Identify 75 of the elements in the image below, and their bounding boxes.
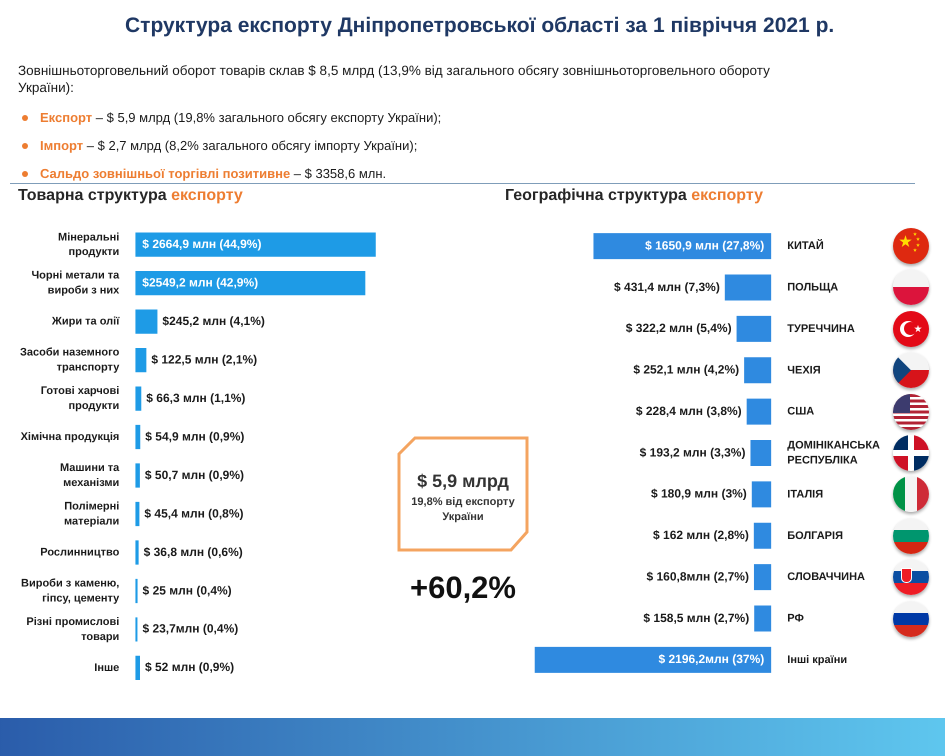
data-label: $ 1650,9 млн (27,8%)	[645, 238, 764, 252]
text: Зовнішньоторговельний оборот товарів склав $ 8,5 млрд (13,9% від загального обсягу зовнішньоторговельного обороту України):	[18, 62, 771, 96]
y-tick-label: ПОЛЬЩА	[787, 282, 838, 294]
y-tick-label: СЛОВАЧЧИНА	[787, 571, 866, 584]
y-tick-label: Інше	[94, 662, 120, 674]
bar	[135, 463, 140, 488]
bar	[752, 481, 772, 508]
bar	[135, 386, 142, 411]
text: $ 5,9 млрд	[416, 471, 510, 492]
y-tick-label: Мінеральні продукти	[58, 231, 120, 258]
bar	[135, 656, 140, 680]
y-tick-label: ТУРЕЧЧИНА	[787, 322, 855, 335]
bar	[744, 357, 772, 384]
data-label: $ 431,4 млн (7,3%)	[614, 280, 720, 294]
y-tick-label: КИТАЙ	[787, 239, 824, 252]
data-label: $ 162 млн (2,8%)	[653, 528, 749, 542]
data-label: $ 160,8млн (2,7%)	[646, 569, 749, 584]
data-label: $ 252,1 млн (4,2%)	[633, 362, 740, 377]
y-tick-label: ЧЕХІЯ	[787, 364, 821, 376]
y-tick-label: Жири та олії	[50, 316, 120, 328]
data-label: $ 158,5 млн (2,7%)	[643, 610, 750, 625]
bar	[534, 646, 772, 673]
y-tick-label: Різні промислові товари	[26, 616, 120, 643]
data-label: $ 45,4 млн (0,8%)	[144, 506, 244, 520]
y-tick-label: Вироби з каменю, гіпсу, цементу	[21, 578, 120, 604]
text: Імпорт – $ 2,7 млрд (8,2% загального обсягу імпорту України);	[40, 138, 418, 153]
bar	[135, 310, 158, 334]
data-label: $ 2664,9 млн (44,9%)	[142, 236, 262, 251]
bar	[736, 316, 772, 342]
bar	[135, 502, 140, 526]
y-tick-label: Хімічна продукція	[20, 431, 120, 444]
bar	[135, 232, 376, 257]
data-label: $ 193,2 млн (3,3%)	[640, 445, 746, 460]
data-label: $ 36,8 млн (0,6%)	[144, 544, 243, 559]
y-tick-label: Чорні метали та вироби з них	[31, 270, 120, 297]
chart-title: Географічна структура експорту	[505, 187, 763, 204]
y-tick-label: Полімерні матеріали	[64, 500, 120, 528]
data-label: $2549,2 млн (42,9%)	[142, 275, 258, 290]
bar	[750, 440, 772, 466]
y-tick-label: РФ	[787, 612, 804, 625]
data-label: $ 180,9 млн (3%)	[650, 486, 747, 501]
y-tick-label: БОЛГАРІЯ	[787, 530, 844, 542]
bar	[135, 271, 366, 296]
data-label: $ 322,2 млн (5,4%)	[626, 321, 732, 336]
text: +60,2%	[408, 570, 517, 606]
chart-title: Товарна структура експорту	[18, 187, 243, 204]
text: 19,8% від експорту України	[410, 495, 516, 525]
data-label: $ 52 млн (0,9%)	[145, 660, 234, 674]
y-tick-label: ІТАЛІЯ	[787, 488, 824, 500]
y-tick-label: Засоби наземного транспорту	[20, 346, 120, 374]
data-label: $ 228,4 млн (3,8%)	[636, 404, 742, 418]
data-label: $ 25 млн (0,4%)	[142, 583, 232, 598]
text: Сальдо зовнішньої торгівлі позитивне – $ 3358,6 млн.	[40, 166, 386, 181]
bar	[754, 522, 772, 549]
bar	[724, 274, 772, 301]
bar	[746, 398, 772, 425]
data-label: $ 23,7млн (0,4%)	[142, 622, 238, 636]
y-tick-label: ДОМІНІКАНСЬКА РЕСПУБЛІКА	[787, 440, 880, 466]
bar	[754, 605, 772, 632]
data-label: $ 54,9 млн (0,9%)	[145, 429, 244, 444]
data-label: $ 122,5 млн (2,1%)	[151, 352, 258, 366]
data-label: $ 50,7 млн (0,9%)	[144, 468, 244, 482]
y-tick-label: Інші країни	[787, 654, 848, 666]
bar	[135, 424, 140, 450]
bar	[135, 348, 146, 372]
y-tick-label: Машини та механізми	[60, 462, 120, 489]
text: Структура експорту Дніпропетровської області за 1 півріччя 2021 р.	[125, 14, 834, 38]
data-label: $245,2 млн (4,1%)	[162, 314, 265, 328]
y-tick-label: Готові харчові продукти	[40, 385, 120, 412]
text: Експорт – $ 5,9 млрд (19,8% загального обсягу експорту України);	[40, 110, 442, 125]
y-tick-label: Рослинництво	[40, 546, 120, 559]
y-tick-label: США	[787, 406, 814, 418]
data-label: $ 2196,2млн (37%)	[658, 652, 764, 666]
bar	[754, 564, 772, 590]
data-label: $ 66,3 млн (1,1%)	[146, 390, 246, 405]
